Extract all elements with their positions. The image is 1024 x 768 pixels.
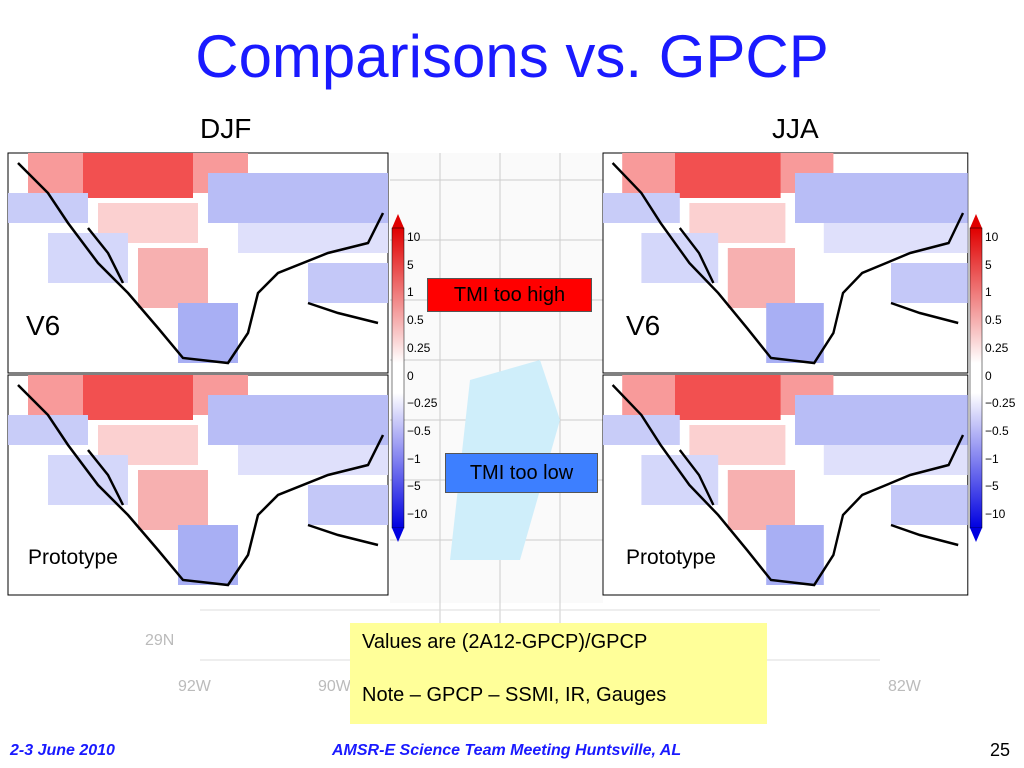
colorbar-label: 0 <box>985 368 992 383</box>
panel-label: Prototype <box>28 546 118 569</box>
footer-date: 2-3 June 2010 <box>10 742 115 759</box>
colorbar-label: −1 <box>407 451 421 466</box>
colorbar-label: −5 <box>985 479 999 494</box>
colorbar-label: −0.25 <box>407 396 438 411</box>
colorbar-label: 0.5 <box>985 313 1002 328</box>
colorbar-label: 0.25 <box>407 340 431 355</box>
map-label: 82W <box>888 678 921 695</box>
colorbar-label: 0.5 <box>407 313 424 328</box>
colorbar-label: −10 <box>985 507 1006 521</box>
colorbar-left <box>391 214 405 542</box>
note-box: Values are (2A12-GPCP)/GPCP Note – GPCP … <box>350 623 767 724</box>
colorbar-label: −0.5 <box>407 423 431 438</box>
colorbar-right <box>969 214 983 542</box>
colorbar-label: 0 <box>407 368 414 383</box>
colorbar-label: 1 <box>985 285 992 300</box>
colorbar-label: 5 <box>407 257 414 272</box>
note-line: Values are (2A12-GPCP)/GPCP <box>362 631 648 653</box>
panel-label: V6 <box>626 310 661 341</box>
map-djf-v6 <box>6 151 390 375</box>
map-label: 92W <box>178 678 211 695</box>
colorbar-label: 10 <box>985 230 999 244</box>
colorbar-label: 1 <box>407 285 414 300</box>
callout-high: TMI too high <box>427 278 592 312</box>
season-header: DJF <box>200 113 252 144</box>
colorbar-label: −1 <box>985 451 999 466</box>
page-number: 25 <box>990 740 1011 760</box>
colorbar-label: −0.25 <box>985 396 1016 411</box>
panel-label: V6 <box>26 310 61 341</box>
callout-low: TMI too low <box>445 453 598 493</box>
map-label: 90W <box>318 678 351 695</box>
colorbar-label: 10 <box>407 230 421 244</box>
note-line: Note – GPCP – SSMI, IR, Gauges <box>362 684 667 706</box>
footer-meeting: AMSR-E Science Team Meeting Huntsville, … <box>332 742 682 759</box>
map-label: 29N <box>145 632 175 649</box>
colorbar-label: 5 <box>985 257 992 272</box>
colorbar-label: −10 <box>407 507 428 521</box>
panel-label: Prototype <box>626 546 716 569</box>
colorbar-label: −5 <box>407 479 421 494</box>
colorbar-label: −0.5 <box>985 423 1009 438</box>
season-header: JJA <box>772 113 819 144</box>
slide-title: Comparisons vs. GPCP <box>195 23 829 90</box>
colorbar-label: 0.25 <box>985 340 1009 355</box>
